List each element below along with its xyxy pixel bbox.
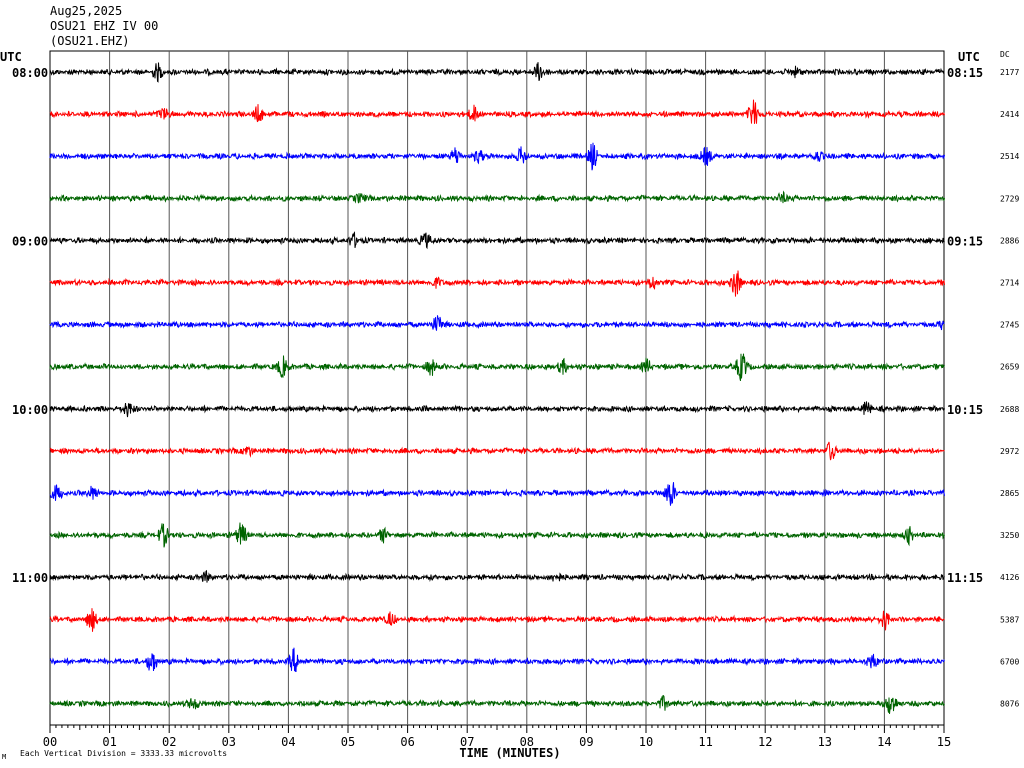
right-time-label: 11:15 <box>947 571 983 585</box>
x-tick-label: 00 <box>43 735 57 749</box>
dc-value-label: 2514 <box>1000 152 1019 161</box>
dc-value-label: 5387 <box>1000 615 1019 624</box>
x-tick-label: 02 <box>162 735 176 749</box>
right-time-label: 10:15 <box>947 403 983 417</box>
right-time-label: 09:15 <box>947 234 983 248</box>
dc-value-label: 6700 <box>1000 657 1019 666</box>
left-time-label: 09:00 <box>12 234 48 248</box>
x-tick-label: 11 <box>698 735 712 749</box>
x-tick-label: 06 <box>400 735 414 749</box>
right-time-label: 08:15 <box>947 66 983 80</box>
dc-value-label: 2414 <box>1000 110 1019 119</box>
trace-line <box>49 695 945 714</box>
station-label: OSU21 EHZ IV 00 <box>50 19 159 33</box>
trace-line <box>49 647 945 673</box>
plot-frame <box>49 50 945 726</box>
trace-line <box>49 441 945 461</box>
x-tick-label: 04 <box>281 735 295 749</box>
date-label: Aug25,2025 <box>50 4 123 18</box>
utc-right-label: UTC <box>958 50 980 64</box>
dc-value-label: 2745 <box>1000 321 1019 330</box>
dc-value-label: 2729 <box>1000 194 1019 203</box>
trace-line <box>49 142 945 171</box>
trace-line <box>49 190 945 204</box>
trace-line <box>49 270 945 297</box>
x-tick-label: 01 <box>102 735 116 749</box>
dc-value-label: 2659 <box>1000 363 1019 372</box>
dc-label: DC <box>1000 50 1010 59</box>
vertical-division-note: Each Vertical Division = 3333.33 microvo… <box>20 749 228 758</box>
x-tick-label: 09 <box>579 735 593 749</box>
dc-value-label: 2865 <box>1000 489 1019 498</box>
x-axis-title: TIME (MINUTES) <box>459 746 560 760</box>
trace-line <box>49 231 945 250</box>
dc-value-label: 2886 <box>1000 236 1019 245</box>
trace-line <box>49 315 945 331</box>
trace-line <box>49 569 945 583</box>
channel-code-label: (OSU21.EHZ) <box>50 34 130 48</box>
trace-line <box>49 482 945 506</box>
trace-line <box>49 62 945 83</box>
x-tick-label: 10 <box>639 735 653 749</box>
left-time-label: 08:00 <box>12 66 48 80</box>
x-tick-label: 12 <box>758 735 772 749</box>
trace-line <box>49 522 945 548</box>
dc-value-label: 2972 <box>1000 447 1019 456</box>
trace-line <box>49 99 945 124</box>
x-tick-label: 03 <box>222 735 236 749</box>
dc-value-label: 3250 <box>1000 531 1019 540</box>
dc-value-label: 2714 <box>1000 279 1019 288</box>
trace-line <box>49 608 945 632</box>
x-tick-label: 15 <box>937 735 951 749</box>
x-tick-label: 07 <box>460 735 474 749</box>
x-tick-label: 05 <box>341 735 355 749</box>
corner-mark: M <box>2 753 7 761</box>
dc-value-label: 2177 <box>1000 68 1019 77</box>
dc-value-label: 4126 <box>1000 573 1019 582</box>
left-time-label: 11:00 <box>12 571 48 585</box>
x-tick-label: 14 <box>877 735 891 749</box>
trace-line <box>49 353 945 382</box>
x-tick-label: 13 <box>818 735 832 749</box>
left-time-label: 10:00 <box>12 403 48 417</box>
trace-line <box>49 401 945 418</box>
x-tick-label: 08 <box>520 735 534 749</box>
dc-value-label: 2688 <box>1000 405 1019 414</box>
dc-value-label: 8076 <box>1000 700 1019 709</box>
utc-left-label: UTC <box>0 50 22 64</box>
